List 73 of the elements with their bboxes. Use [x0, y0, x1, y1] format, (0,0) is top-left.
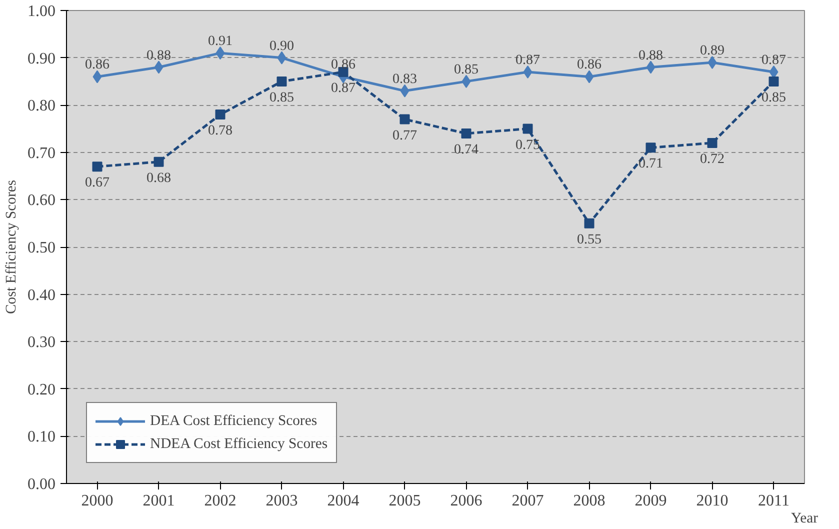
data-label: 0.55: [577, 232, 602, 248]
point: [584, 70, 594, 84]
point: [768, 76, 779, 86]
data-label: 0.85: [270, 90, 294, 106]
point: [276, 76, 287, 86]
data-label: 0.77: [392, 128, 417, 144]
x-tick-label: 2007: [512, 492, 544, 510]
point: [215, 110, 226, 120]
data-label: 0.75: [516, 138, 540, 153]
x-tick-label: 2004: [327, 492, 360, 510]
y-tick-label: 0.00: [28, 476, 56, 493]
point: [523, 65, 532, 78]
point: [584, 218, 594, 228]
point: [707, 138, 718, 148]
data-label: 0.89: [700, 44, 724, 59]
y-tick-label: 1.00: [28, 3, 56, 20]
data-label: 0.72: [700, 152, 724, 167]
point: [462, 74, 471, 88]
point: [708, 56, 717, 70]
point: [400, 84, 410, 98]
data-label: 0.88: [638, 48, 663, 64]
y-tick-label: 0.50: [28, 240, 56, 256]
x-tick-label: 2011: [758, 492, 790, 510]
point: [769, 65, 778, 78]
x-tick-label: 2006: [450, 492, 482, 510]
data-label: 0.74: [454, 142, 478, 158]
y-tick-label: 0.20: [28, 381, 56, 398]
data-label: 0.88: [146, 48, 171, 64]
point: [400, 114, 410, 124]
y-tick-label: 0.90: [28, 50, 56, 68]
x-tick-label: 2010: [696, 492, 728, 510]
x-tick-label: 2009: [634, 492, 667, 510]
x-axis-title: Year: [790, 510, 818, 526]
data-label: 0.87: [516, 52, 540, 68]
data-label: 0.87: [331, 80, 356, 96]
data-label: 0.90: [270, 38, 294, 54]
point: [92, 70, 102, 84]
data-label: 0.86: [85, 58, 110, 73]
data-label: 0.71: [638, 156, 663, 172]
data-label: 0.85: [762, 90, 786, 106]
y-axis-title: Cost Efficiency Scores: [4, 180, 20, 314]
point: [216, 46, 225, 60]
y-tick-label: 0.60: [28, 192, 56, 210]
legend-label: NDEA Cost Efficiency Scores: [150, 436, 328, 452]
point: [646, 60, 656, 74]
point: [154, 156, 164, 167]
data-label: 0.83: [392, 72, 417, 87]
y-tick-label: 0.10: [28, 428, 56, 446]
x-tick-label: 2000: [81, 492, 114, 510]
data-label: 0.86: [577, 58, 602, 73]
point: [92, 162, 102, 172]
x-tick-label: 2002: [204, 492, 236, 510]
point: [277, 51, 286, 64]
data-label: 0.91: [208, 34, 232, 50]
y-tick-label: 0.40: [28, 286, 56, 304]
legend-label: DEA Cost Efficiency Scores: [150, 412, 318, 430]
point: [522, 124, 533, 134]
point: [154, 60, 164, 74]
data-label: 0.78: [208, 124, 232, 139]
y-tick-label: 0.80: [28, 98, 56, 115]
data-label: 0.67: [85, 176, 110, 191]
y-tick-label: 0.70: [28, 144, 56, 162]
data-label: 0.86: [331, 58, 356, 73]
data-label: 0.68: [146, 170, 171, 186]
y-tick-label: 0.30: [28, 334, 56, 352]
point: [461, 128, 472, 138]
data-label: 0.87: [762, 52, 786, 68]
point: [646, 142, 656, 153]
x-tick-label: 2003: [266, 492, 298, 510]
x-tick-label: 2005: [388, 492, 421, 510]
x-tick-label: 2008: [573, 492, 606, 510]
x-tick-label: 2001: [142, 492, 175, 510]
data-label: 0.85: [454, 62, 478, 78]
